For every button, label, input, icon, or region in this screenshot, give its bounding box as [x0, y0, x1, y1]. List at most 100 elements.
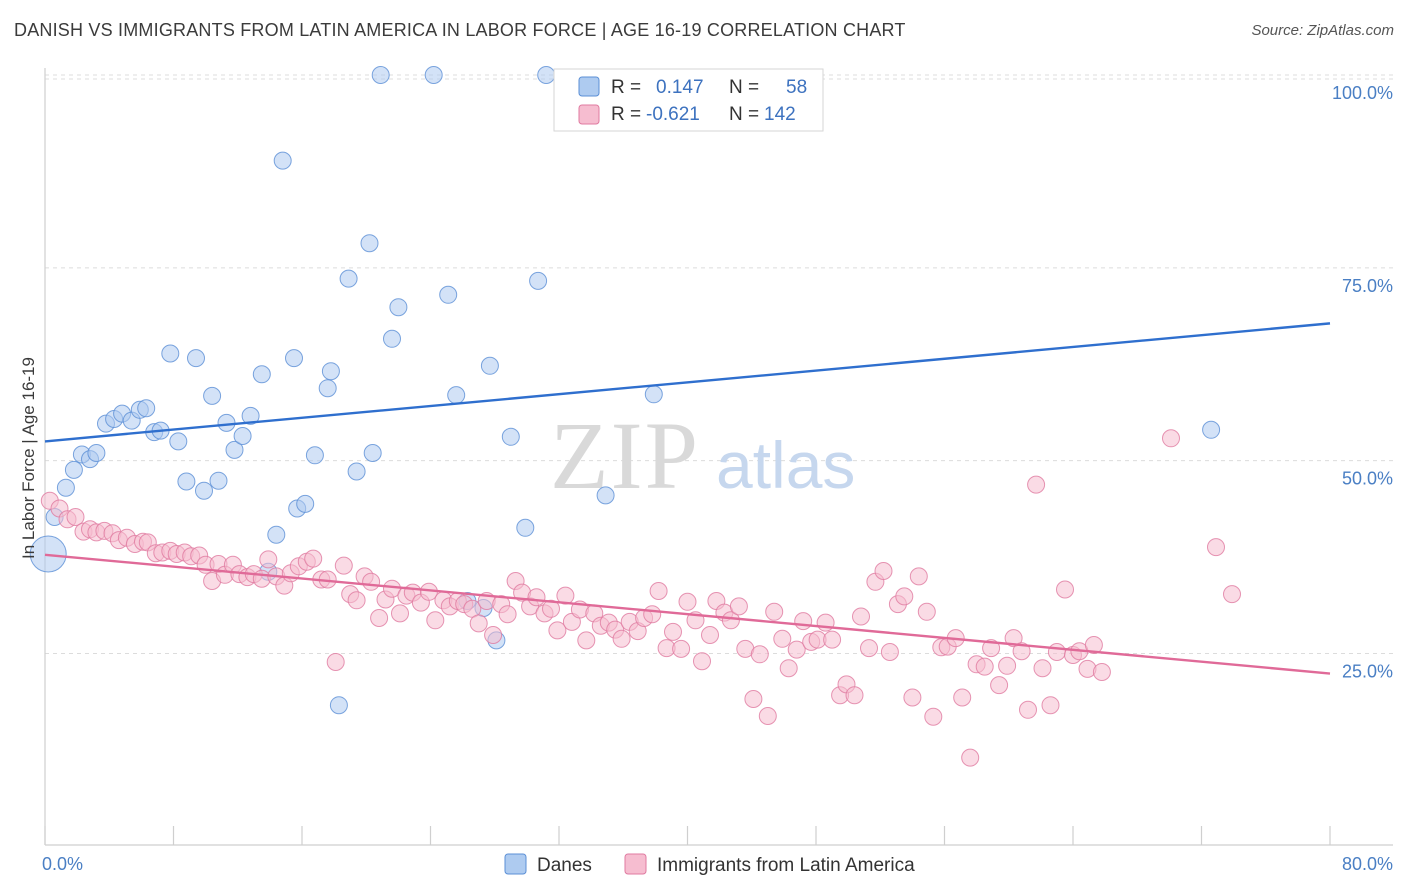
point-danes — [537, 66, 556, 84]
y-tick-label-50: 50.0% — [1342, 469, 1393, 489]
point-immigrants — [370, 609, 389, 627]
trend-line-danes — [44, 322, 1331, 443]
point-immigrants — [1027, 475, 1046, 494]
trend-lines — [44, 322, 1331, 675]
point-immigrants — [556, 586, 575, 605]
data-points — [29, 66, 1241, 767]
point-immigrants — [391, 604, 409, 623]
point-immigrants — [1223, 585, 1241, 604]
point-immigrants — [304, 549, 323, 568]
legend-n-label-danes: N = — [729, 77, 759, 98]
axes — [44, 68, 1393, 846]
legend-r-value-immigrants: -0.621 — [646, 104, 700, 125]
point-immigrants — [1019, 700, 1037, 719]
chart-title: DANISH VS IMMIGRANTS FROM LATIN AMERICA … — [14, 20, 906, 40]
correlation-legend: R = 0.147 N = 58 R = -0.621 N = 142 — [553, 68, 824, 132]
watermark-atlas: atlas — [716, 428, 855, 502]
legend-swatch-immigrants — [578, 104, 600, 125]
point-danes — [252, 365, 271, 384]
bottom-legend-label-immigrants: Immigrants from Latin America — [657, 855, 915, 876]
point-immigrants — [326, 653, 345, 671]
point-immigrants — [1047, 643, 1066, 661]
point-danes — [360, 234, 379, 253]
point-immigrants — [880, 643, 899, 661]
point-danes — [1202, 420, 1221, 439]
point-immigrants — [362, 572, 381, 591]
series-immigrants-latin-america — [40, 429, 1241, 767]
point-danes — [321, 362, 340, 381]
point-immigrants — [426, 611, 445, 630]
point-immigrants — [765, 602, 784, 621]
point-immigrants — [998, 656, 1017, 675]
x-tick-label-1: 80.0% — [1342, 854, 1393, 874]
y-tick-labels: 25.0% 50.0% 75.0% 100.0% — [1332, 83, 1393, 682]
point-immigrants — [1056, 580, 1074, 599]
point-immigrants — [1041, 696, 1060, 715]
point-immigrants — [961, 748, 980, 767]
point-danes — [56, 478, 75, 497]
point-danes — [383, 329, 401, 348]
point-danes — [233, 427, 252, 445]
point-immigrants — [917, 602, 936, 621]
point-immigrants — [672, 639, 691, 658]
y-tick-label-75: 75.0% — [1342, 276, 1393, 296]
point-immigrants — [773, 629, 792, 648]
point-immigrants — [1207, 538, 1225, 557]
point-danes — [439, 285, 458, 304]
point-immigrants — [852, 607, 870, 626]
y-tick-label-100: 100.0% — [1332, 83, 1393, 103]
series-danes — [29, 66, 1221, 715]
trend-line-immigrants — [44, 553, 1331, 675]
point-danes — [516, 518, 535, 537]
point-immigrants — [779, 659, 798, 678]
point-danes — [217, 413, 236, 432]
point-immigrants — [794, 612, 813, 631]
legend-r-label-immigrants: R = — [611, 104, 641, 125]
point-danes — [285, 349, 303, 368]
point-immigrants — [649, 582, 668, 600]
point-immigrants — [469, 614, 488, 633]
point-immigrants — [1092, 663, 1111, 681]
point-danes — [241, 406, 260, 425]
point-danes — [529, 271, 548, 290]
watermark-zip: ZIP — [550, 402, 700, 509]
point-immigrants — [334, 556, 353, 575]
point-danes — [169, 432, 188, 451]
point-immigrants — [982, 639, 1001, 658]
point-immigrants — [542, 599, 560, 618]
point-danes — [305, 446, 324, 465]
x-tick-label-0: 0.0% — [42, 854, 83, 874]
y-tick-label-25: 25.0% — [1342, 662, 1393, 682]
point-immigrants — [678, 592, 697, 611]
point-danes — [87, 444, 106, 462]
legend-n-value-immigrants: 142 — [764, 104, 796, 125]
point-danes — [596, 486, 615, 505]
point-danes — [329, 696, 348, 715]
point-danes — [225, 440, 244, 459]
y-axis-label: In Labor Force | Age 16-19 — [19, 357, 38, 559]
point-immigrants — [1004, 629, 1023, 648]
point-danes — [137, 399, 156, 418]
point-immigrants — [903, 688, 922, 707]
legend-r-label-danes: R = — [611, 77, 641, 98]
point-immigrants — [527, 588, 546, 607]
point-danes — [195, 481, 213, 500]
point-immigrants — [612, 629, 631, 648]
point-danes — [424, 66, 443, 84]
series-legend: Danes Immigrants from Latin America — [504, 853, 915, 876]
point-immigrants — [729, 597, 748, 616]
point-immigrants — [701, 626, 719, 644]
point-immigrants — [874, 562, 893, 580]
point-danes — [161, 344, 180, 363]
point-danes — [267, 525, 286, 544]
point-immigrants — [953, 688, 972, 707]
point-immigrants — [66, 508, 85, 526]
bottom-legend-label-danes: Danes — [537, 855, 592, 876]
point-immigrants — [693, 652, 711, 671]
point-danes — [318, 379, 337, 398]
point-immigrants — [895, 587, 914, 606]
point-danes — [347, 462, 366, 481]
point-immigrants — [975, 657, 994, 676]
point-danes — [644, 385, 663, 404]
